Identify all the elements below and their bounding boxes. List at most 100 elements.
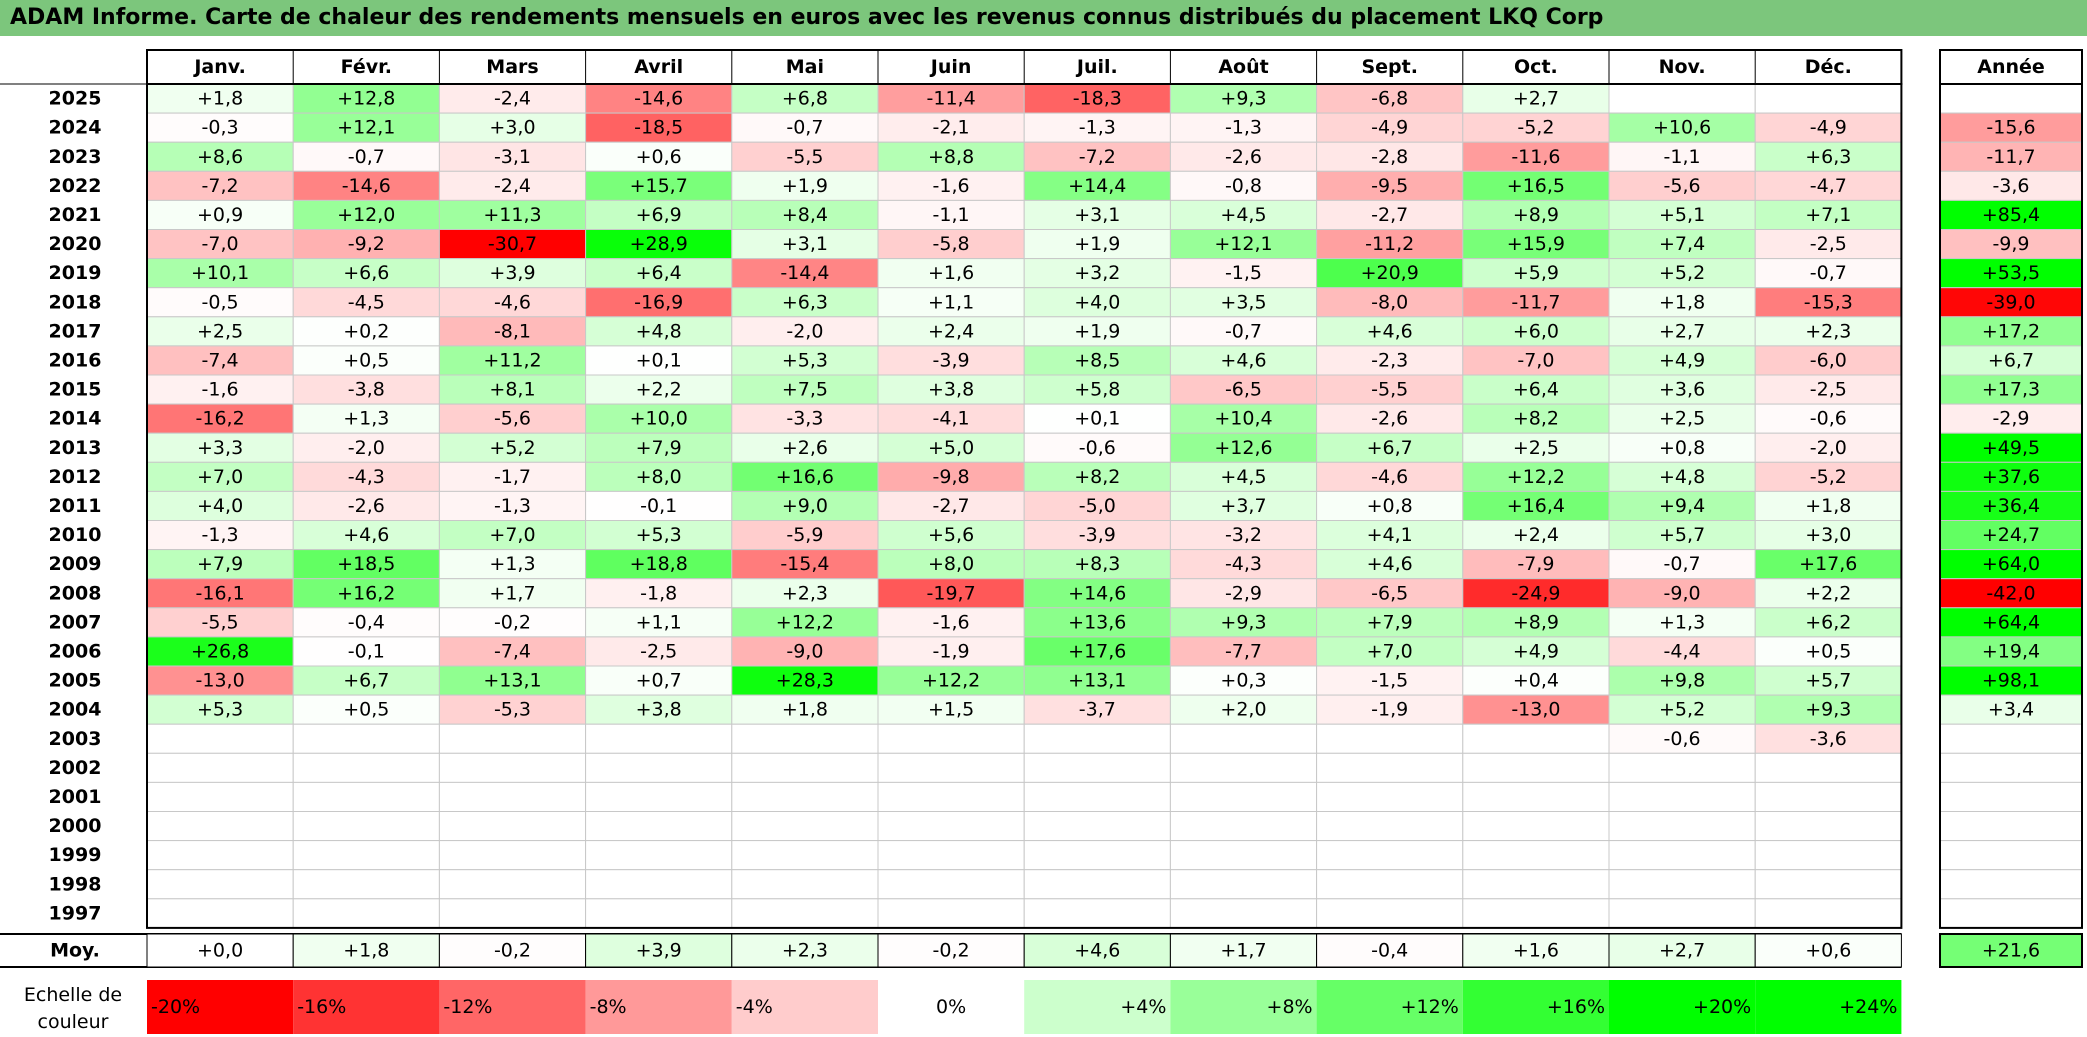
heatmap-cell xyxy=(1316,287,1464,318)
grid-border xyxy=(146,83,1903,929)
heatmap-cell xyxy=(1316,752,1464,783)
cell-value: -7,7 xyxy=(1225,640,1262,662)
cell-value: +0,8 xyxy=(1659,437,1705,459)
cell-value: +0,2 xyxy=(343,320,389,342)
cell-value: +0,8 xyxy=(1367,495,1413,517)
cell-value: +16,6 xyxy=(776,466,834,488)
heatmap-cell xyxy=(1023,869,1171,900)
annual-cell xyxy=(1939,83,2083,114)
heatmap-cell xyxy=(438,287,587,318)
cell-value: +5,9 xyxy=(1513,262,1559,284)
cell-value: -1,5 xyxy=(1225,262,1262,284)
cell-value: +3,1 xyxy=(782,233,828,255)
year-label-2002: 2002 xyxy=(49,757,102,779)
cell-value: +1,3 xyxy=(343,408,389,430)
heatmap-cell xyxy=(1462,345,1610,376)
cell-value: -18,5 xyxy=(634,117,683,139)
cell-value: +4,1 xyxy=(1367,524,1413,546)
cell-value: +0,9 xyxy=(197,204,243,226)
cell-value: -11,4 xyxy=(927,88,976,110)
month-header-4: Avril xyxy=(634,56,683,78)
cell-value: +12,1 xyxy=(337,117,395,139)
cell-value: +1,3 xyxy=(1659,611,1705,633)
heatmap-cell xyxy=(1608,898,1756,929)
year-label-2024: 2024 xyxy=(49,117,102,139)
cell-value: +0,5 xyxy=(343,699,389,721)
heatmap-cell xyxy=(1754,752,1902,783)
heatmap-cell xyxy=(146,898,294,929)
annual-header-label: Année xyxy=(1977,56,2045,78)
average-value: +4,6 xyxy=(1074,940,1120,962)
annual-cell xyxy=(1939,403,2083,434)
cell-value: -4,9 xyxy=(1810,117,1847,139)
cell-value: -5,9 xyxy=(786,524,823,546)
heatmap-cell xyxy=(1169,607,1318,638)
heatmap-cell xyxy=(292,490,440,521)
heatmap-cell xyxy=(1462,403,1610,434)
heatmap-cell xyxy=(1169,316,1318,347)
scale-swatch xyxy=(585,980,732,1034)
scale-label: +20% xyxy=(1693,996,1751,1018)
heatmap-cell xyxy=(1608,403,1756,434)
year-label-2013: 2013 xyxy=(49,437,102,459)
cell-value: -3,7 xyxy=(1079,699,1116,721)
cell-value: -0,7 xyxy=(786,117,823,139)
annual-cell xyxy=(1939,258,2083,289)
cell-value: -7,4 xyxy=(202,349,239,371)
cell-value: +1,5 xyxy=(928,699,974,721)
cell-value: -7,4 xyxy=(494,640,531,662)
cell-value: +12,2 xyxy=(922,670,980,692)
heatmap-cell xyxy=(438,811,587,842)
annual-cell xyxy=(1939,316,2083,347)
cell-value: -2,6 xyxy=(348,495,385,517)
scale-label: +24% xyxy=(1839,996,1897,1018)
cell-value: +4,8 xyxy=(636,320,682,342)
heatmap-cell xyxy=(1023,83,1171,114)
heatmap-cell xyxy=(1754,840,1902,871)
cell-value: -2,6 xyxy=(1225,146,1262,168)
cell-value: -1,5 xyxy=(1371,670,1408,692)
heatmap-cell xyxy=(1754,665,1902,696)
cell-value: -0,2 xyxy=(494,611,531,633)
heatmap-cell xyxy=(1462,723,1610,754)
heatmap-cell xyxy=(1169,199,1318,230)
heatmap-cell xyxy=(877,781,1025,813)
year-label-1998: 1998 xyxy=(49,873,102,895)
cell-value: +4,5 xyxy=(1220,204,1266,226)
heatmap-cell xyxy=(585,170,733,201)
annual-value: -2,9 xyxy=(1992,408,2029,430)
average-cell xyxy=(1608,933,1756,968)
heatmap-cell xyxy=(1462,112,1610,143)
cell-value: +7,9 xyxy=(636,437,682,459)
heatmap-cell xyxy=(438,723,587,754)
cell-value: +1,8 xyxy=(1805,495,1851,517)
cell-value: -6,8 xyxy=(1371,88,1408,110)
heatmap-cell xyxy=(585,607,733,638)
heatmap-cell xyxy=(877,316,1025,347)
cell-value: +5,3 xyxy=(197,699,243,721)
year-label-2001: 2001 xyxy=(49,786,102,808)
heatmap-cell xyxy=(146,723,294,754)
heatmap-cell xyxy=(1169,287,1318,318)
cell-value: +15,9 xyxy=(1507,233,1565,255)
cell-value: -9,0 xyxy=(1664,582,1701,604)
annual-value: -11,7 xyxy=(1986,146,2035,168)
scale-label: 0% xyxy=(936,996,966,1018)
cell-value: -9,2 xyxy=(348,233,385,255)
average-annual-cell xyxy=(1939,933,2083,968)
cell-value: +6,9 xyxy=(636,204,682,226)
cell-value: -4,6 xyxy=(494,291,531,313)
scale-label: +4% xyxy=(1120,996,1166,1018)
cell-value: +6,6 xyxy=(343,262,389,284)
cell-value: +2,2 xyxy=(636,379,682,401)
cell-value: -2,7 xyxy=(933,495,970,517)
cell-value: +1,1 xyxy=(636,611,682,633)
cell-value: -2,7 xyxy=(1371,204,1408,226)
cell-value: -2,8 xyxy=(1371,146,1408,168)
annual-cell xyxy=(1939,723,2083,754)
cell-value: +28,9 xyxy=(630,233,688,255)
cell-value: -4,6 xyxy=(1371,466,1408,488)
cell-value: -4,7 xyxy=(1810,175,1847,197)
average-cell xyxy=(1316,933,1464,968)
cell-value: +6,0 xyxy=(1513,320,1559,342)
